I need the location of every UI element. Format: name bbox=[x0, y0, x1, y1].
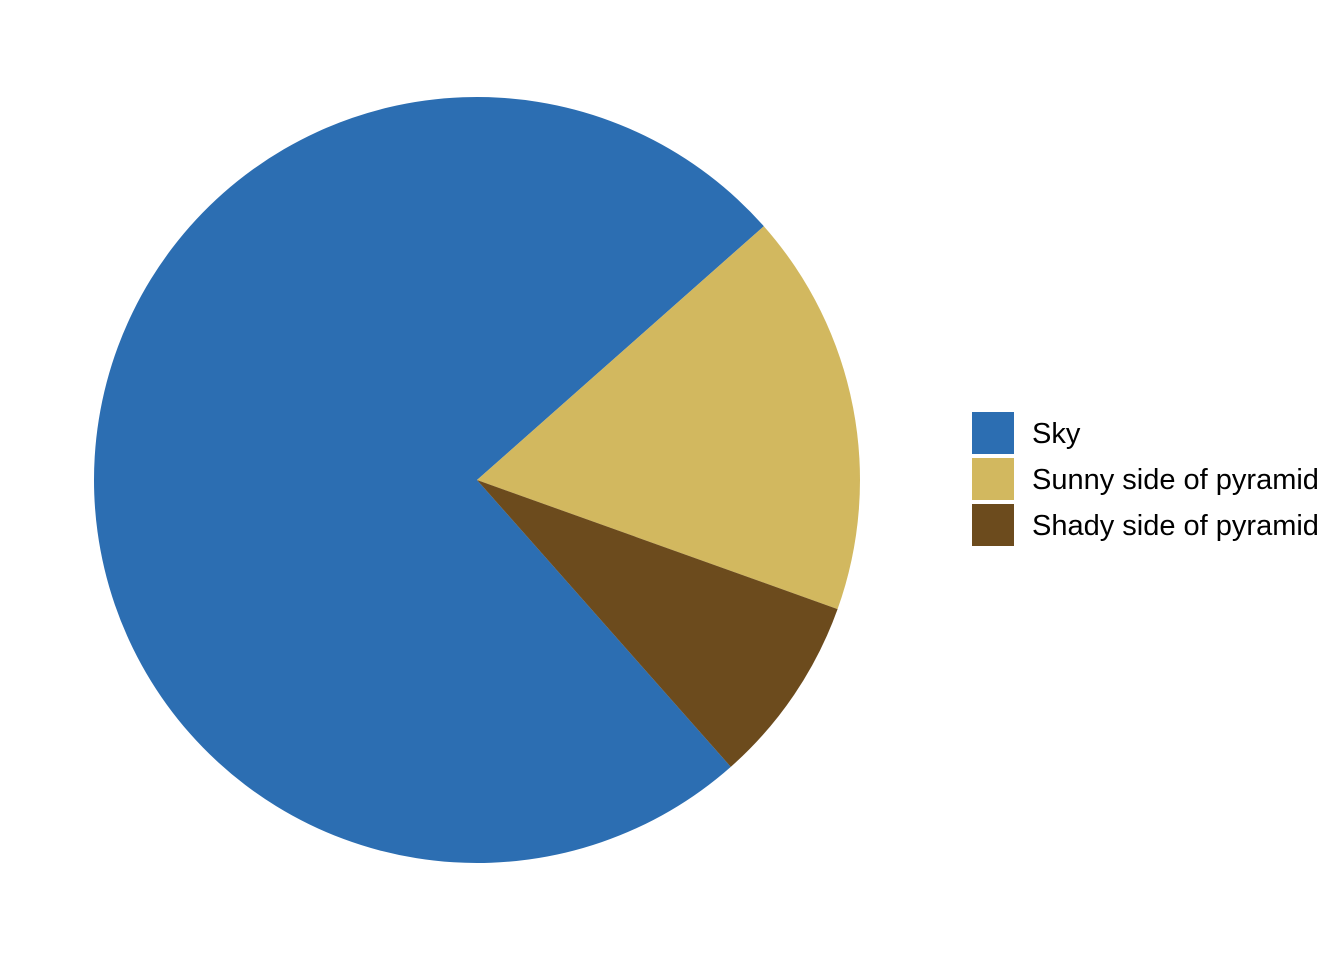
pie-slice-sky bbox=[93, 96, 764, 863]
legend-swatch-sunny-side-of-pyramid bbox=[972, 458, 1014, 500]
legend-swatch-shady-side-of-pyramid bbox=[972, 504, 1014, 546]
pie-slice-shady-side-of-pyramid bbox=[477, 480, 838, 767]
legend-label: Shady side of pyramid bbox=[1032, 510, 1319, 542]
legend-label: Sunny side of pyramid bbox=[1032, 464, 1319, 496]
legend-label: Sky bbox=[1032, 418, 1081, 450]
legend: Sky Sunny side of pyramid Shady side of py… bbox=[972, 412, 1319, 546]
pie-slices bbox=[93, 96, 860, 863]
legend-swatch-sky bbox=[972, 412, 1014, 454]
pie-slice-sunny-side-of-pyramid bbox=[477, 226, 860, 610]
